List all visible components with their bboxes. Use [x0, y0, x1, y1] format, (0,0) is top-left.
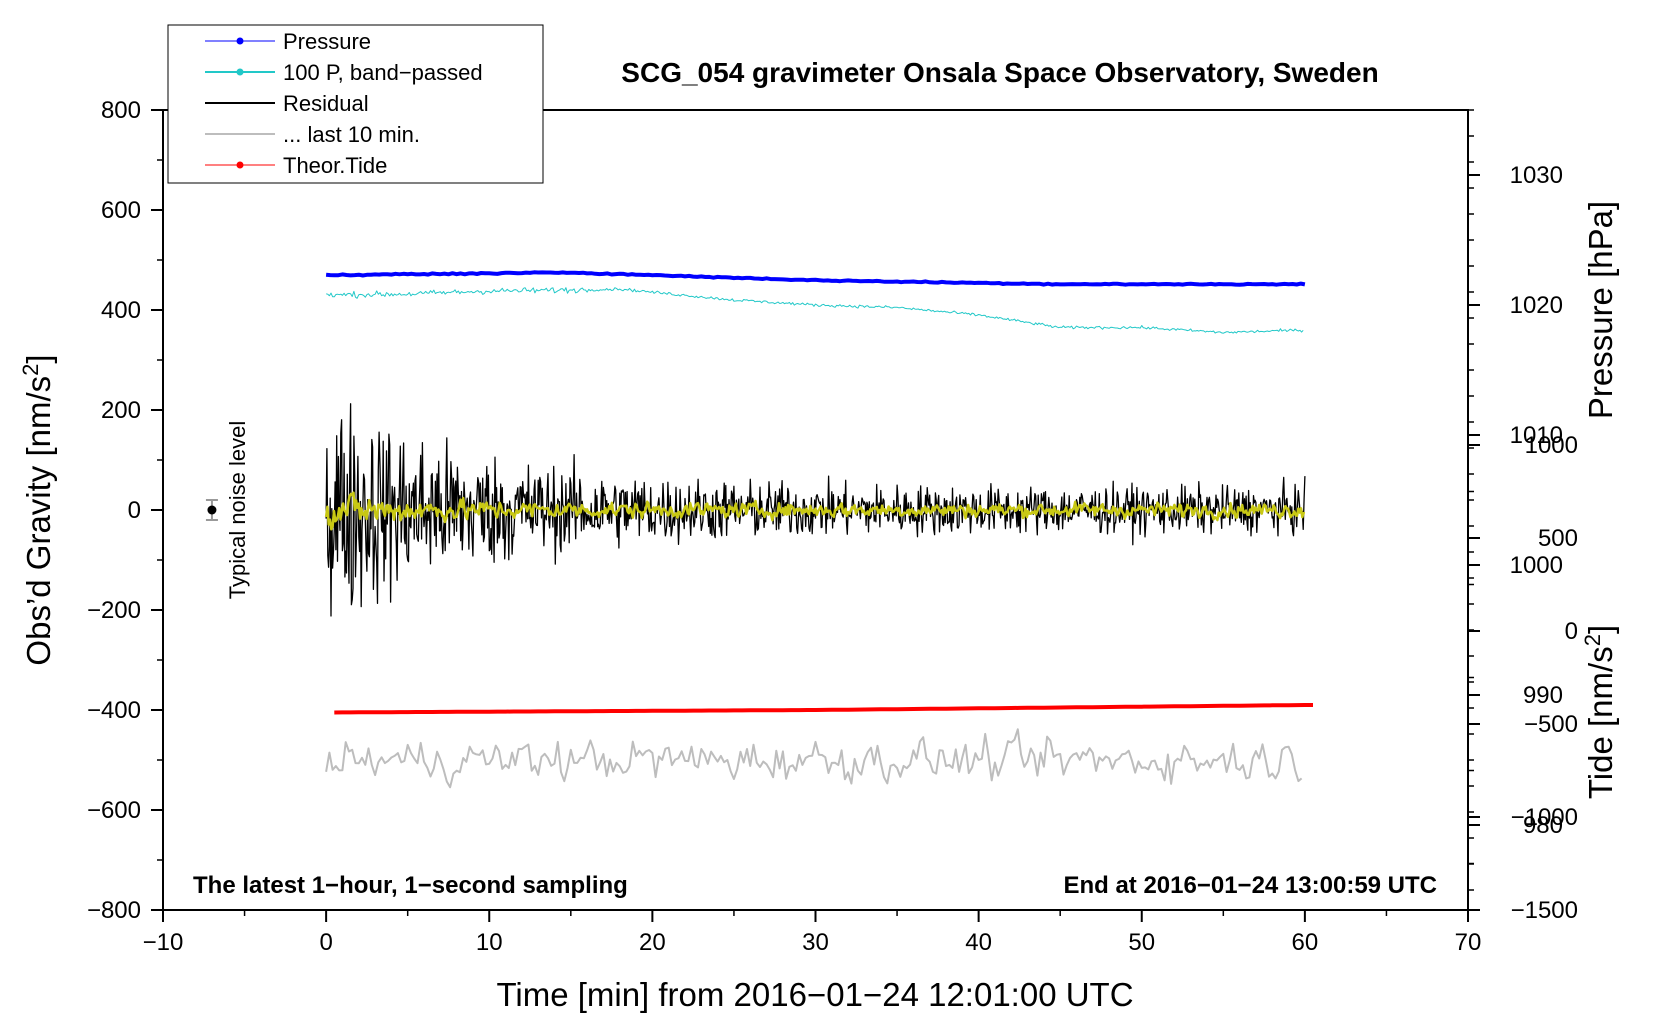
x-tick-label: 40	[965, 929, 992, 956]
series--last-10-min	[325, 728, 1303, 789]
chart-title: SCG_054 gravimeter Onsala Space Observat…	[621, 57, 1378, 88]
legend-marker	[236, 68, 244, 76]
legend-label: Theor.Tide	[283, 153, 387, 178]
pressure-tick-label: 980	[1523, 812, 1563, 839]
y-tick-label: 800	[101, 97, 141, 124]
x-tick-label: 10	[476, 929, 503, 956]
tide-tick-label: 0	[1565, 618, 1578, 645]
legend-marker	[236, 161, 244, 169]
y-tick-label: 400	[101, 297, 141, 324]
legend-label: 100 P, band−passed	[283, 60, 483, 85]
x-tick-label: 30	[802, 929, 829, 956]
noise-marker	[205, 499, 218, 521]
y-tick-label: −800	[87, 897, 141, 924]
y-tick-label: 600	[101, 197, 141, 224]
footer-right: End at 2016−01−24 13:00:59 UTC	[1063, 872, 1437, 899]
pressure-tick-label: 1010	[1510, 422, 1563, 449]
x-tick-label: 20	[639, 929, 666, 956]
tide-tick-label: 500	[1538, 525, 1578, 552]
pressure-tick-label: 1020	[1510, 292, 1563, 319]
legend: Pressure 100 P, band−passed Residual ... la…	[167, 24, 544, 184]
legend-label: Pressure	[283, 29, 371, 54]
x-tick-label: 60	[1292, 929, 1319, 956]
series-residual-smoothed	[324, 491, 1306, 531]
x-tick-label: 0	[319, 929, 332, 956]
series-theor-tide	[334, 703, 1313, 715]
series-pressure	[325, 270, 1306, 287]
y-tick-label: 200	[101, 397, 141, 424]
legend-marker	[236, 37, 244, 45]
tide-tick-label: 1000	[1525, 432, 1578, 459]
noise-point	[207, 505, 217, 515]
series-100-p-band-passed	[325, 287, 1304, 334]
y-tick-label: −200	[87, 597, 141, 624]
series-layer	[324, 270, 1313, 789]
y-tick-label: −400	[87, 697, 141, 724]
tide-tick-label: −1000	[1511, 804, 1578, 831]
legend-label: ... last 10 min.	[283, 122, 420, 147]
y-axis-pressure-title: Pressure [hPa]	[1582, 201, 1619, 419]
x-tick-label: 50	[1128, 929, 1155, 956]
footer-left: The latest 1−hour, 1−second sampling	[193, 872, 628, 899]
y-axis-tide-title: Tide [nm/s2]	[1580, 625, 1619, 799]
y-axis-pressure: 980 990 1000 1010 1020 1030	[1468, 109, 1563, 891]
pressure-tick-label: 1030	[1510, 162, 1563, 189]
y-tick-label: −600	[87, 797, 141, 824]
y-axis-left: −800 −600 −400 −200 0 200 400 600 800	[87, 97, 163, 924]
pressure-tick-label: 1000	[1510, 552, 1563, 579]
x-tick-label: −10	[143, 929, 184, 956]
legend-label: Residual	[283, 91, 369, 116]
x-axis-title: Time [min] from 2016−01−24 12:01:00 UTC	[496, 976, 1133, 1013]
x-axis: −10 0 10 20 30 40 50 60 70	[143, 910, 1482, 956]
tide-tick-label: −500	[1524, 711, 1578, 738]
noise-label: Typical noise level	[225, 421, 250, 600]
y-tick-label: 0	[128, 497, 141, 524]
x-tick-label: 70	[1455, 929, 1482, 956]
pressure-tick-label: 990	[1523, 682, 1563, 709]
tide-tick-label: −1500	[1511, 897, 1578, 924]
y-axis-left-title: Obs’d Gravity [nm/s2]	[18, 354, 57, 665]
